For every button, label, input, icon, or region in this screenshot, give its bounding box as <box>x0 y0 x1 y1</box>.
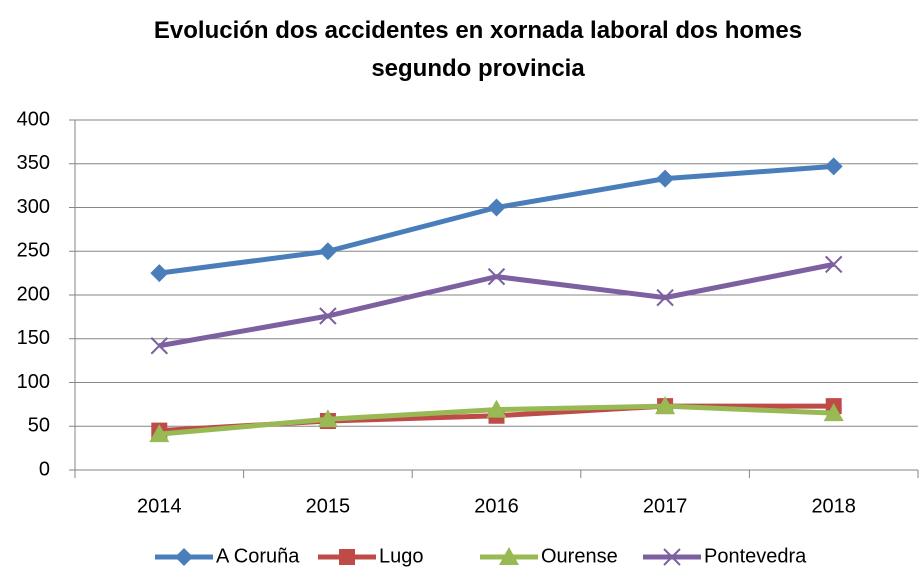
y-tick-label: 0 <box>39 458 50 480</box>
legend-label: Pontevedra <box>704 545 807 567</box>
chart-title: Evolución dos accidentes en xornada labo… <box>154 17 802 82</box>
x-tick-label: 2018 <box>811 495 856 517</box>
marker <box>663 548 681 566</box>
marker <box>823 403 844 422</box>
marker <box>149 424 170 443</box>
x-tick-label: 2017 <box>643 495 688 517</box>
y-tick-label: 250 <box>17 240 50 262</box>
y-tick-label: 100 <box>17 371 50 393</box>
marker <box>150 337 169 355</box>
marker <box>486 399 507 418</box>
y-tick-label: 400 <box>17 108 50 130</box>
marker <box>487 198 506 217</box>
marker <box>150 264 169 283</box>
y-tick-label: 300 <box>17 196 50 218</box>
marker <box>175 548 193 566</box>
x-tick-label: 2014 <box>137 495 182 517</box>
marker <box>487 267 506 286</box>
marker <box>318 242 337 261</box>
y-tick-label: 350 <box>17 152 50 174</box>
series-line <box>158 163 834 276</box>
legend-label: Ourense <box>541 545 618 567</box>
marker <box>656 169 675 188</box>
legend-label: Lugo <box>379 545 424 567</box>
title-line: segundo provincia <box>371 55 585 82</box>
marker <box>824 157 843 176</box>
legend-label: A Coruña <box>216 545 300 567</box>
marker <box>319 307 337 325</box>
marker <box>317 409 338 428</box>
marker <box>655 396 676 415</box>
y-tick-label: 50 <box>28 415 50 437</box>
marker <box>499 547 519 565</box>
marker <box>656 288 674 307</box>
marker <box>339 549 355 565</box>
y-tick-label: 150 <box>17 327 50 349</box>
x-tick-label: 2016 <box>474 495 519 517</box>
marker <box>824 255 843 274</box>
y-tick-label: 200 <box>17 283 50 305</box>
title-line: Evolución dos accidentes en xornada labo… <box>154 17 802 44</box>
x-tick-label: 2015 <box>306 495 351 517</box>
